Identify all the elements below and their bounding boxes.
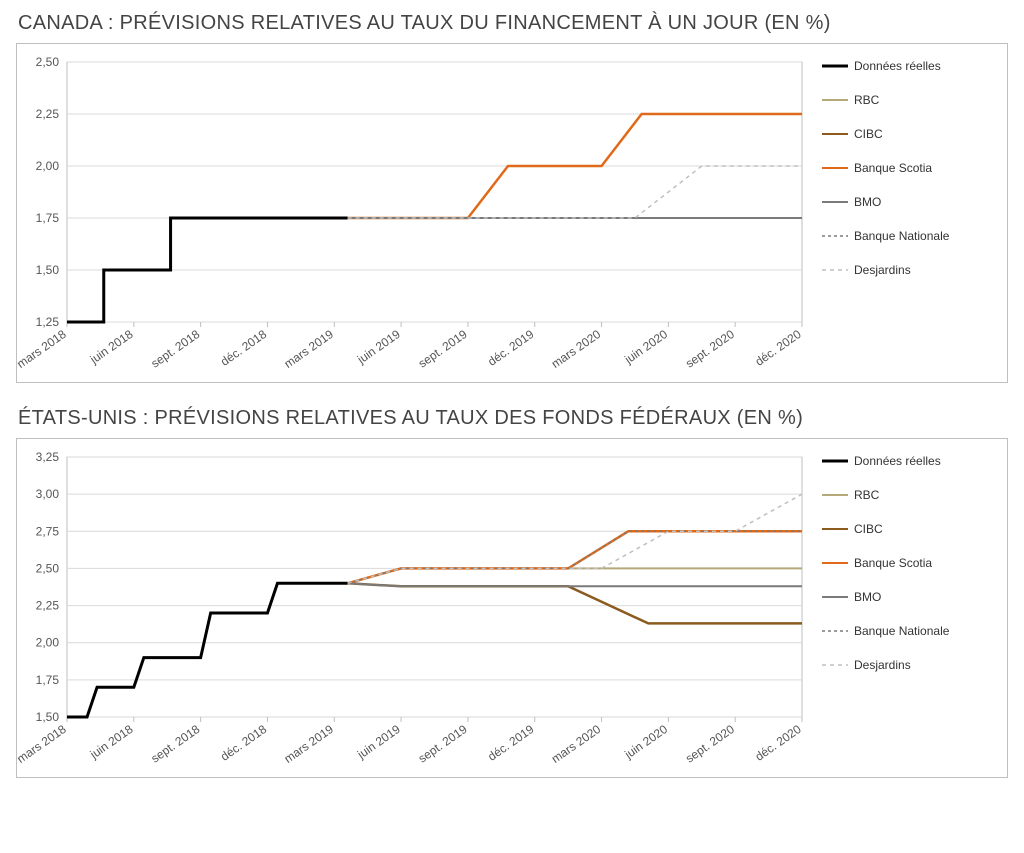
page: CANADA : PRÉVISIONS RELATIVES AU TAUX DU… bbox=[0, 0, 1024, 822]
y-tick-label: 2,00 bbox=[36, 636, 60, 650]
y-tick-label: 3,25 bbox=[36, 450, 60, 464]
x-tick-label: juin 2019 bbox=[354, 327, 403, 367]
x-tick-label: juin 2020 bbox=[621, 722, 670, 762]
chart-block-us: ÉTATS-UNIS : PRÉVISIONS RELATIVES AU TAU… bbox=[16, 407, 1008, 778]
x-tick-label: déc. 2019 bbox=[485, 722, 536, 764]
legend-label: Banque Nationale bbox=[854, 624, 950, 638]
x-tick-label: sept. 2020 bbox=[683, 327, 737, 371]
x-tick-label: mars 2020 bbox=[549, 722, 604, 766]
legend-label: BMO bbox=[854, 195, 881, 209]
chart-title-canada: CANADA : PRÉVISIONS RELATIVES AU TAUX DU… bbox=[18, 12, 1008, 35]
x-tick-label: déc. 2018 bbox=[218, 327, 269, 369]
legend-label: CIBC bbox=[854, 522, 883, 536]
y-tick-label: 2,25 bbox=[36, 107, 60, 121]
plot-area bbox=[67, 62, 802, 322]
x-tick-label: juin 2019 bbox=[354, 722, 403, 762]
x-tick-label: sept. 2019 bbox=[416, 722, 470, 766]
chart-title-us: ÉTATS-UNIS : PRÉVISIONS RELATIVES AU TAU… bbox=[18, 407, 1008, 430]
y-tick-label: 1,25 bbox=[36, 315, 60, 329]
x-tick-label: juin 2020 bbox=[621, 327, 670, 367]
y-tick-label: 2,50 bbox=[36, 55, 60, 69]
legend-label: RBC bbox=[854, 93, 880, 107]
y-tick-label: 1,75 bbox=[36, 673, 60, 687]
y-tick-label: 1,50 bbox=[36, 710, 60, 724]
x-tick-label: sept. 2018 bbox=[148, 722, 202, 766]
x-tick-label: juin 2018 bbox=[87, 722, 136, 762]
x-tick-label: sept. 2019 bbox=[416, 327, 470, 371]
x-tick-label: mars 2018 bbox=[17, 327, 69, 371]
legend-label: Données réelles bbox=[854, 59, 941, 73]
x-tick-label: mars 2019 bbox=[282, 722, 337, 766]
legend-label: Desjardins bbox=[854, 658, 911, 672]
y-tick-label: 1,50 bbox=[36, 263, 60, 277]
y-tick-label: 2,00 bbox=[36, 159, 60, 173]
x-tick-label: juin 2018 bbox=[87, 327, 136, 367]
chart-svg-us: 1,50 1,75 2,00 2,25 2,50 2,75 3,00 3,25 mars 201… bbox=[17, 439, 1009, 779]
y-tick-label: 2,25 bbox=[36, 599, 60, 613]
chart-frame-us: 1,50 1,75 2,00 2,25 2,50 2,75 3,00 3,25 mars 201… bbox=[16, 438, 1008, 778]
x-tick-label: mars 2020 bbox=[549, 327, 604, 371]
legend-label: Desjardins bbox=[854, 263, 911, 277]
y-tick-label: 1,75 bbox=[36, 211, 60, 225]
x-tick-label: mars 2018 bbox=[17, 722, 69, 766]
chart-block-canada: CANADA : PRÉVISIONS RELATIVES AU TAUX DU… bbox=[16, 12, 1008, 383]
legend-label: Banque Nationale bbox=[854, 229, 950, 243]
chart-frame-canada: 1,25 1,50 1,75 2,00 2,25 2,50 mars 2018 juin 20… bbox=[16, 43, 1008, 383]
chart-svg-canada: 1,25 1,50 1,75 2,00 2,25 2,50 mars 2018 juin 20… bbox=[17, 44, 1009, 384]
x-tick-label: déc. 2018 bbox=[218, 722, 269, 764]
legend-label: Données réelles bbox=[854, 454, 941, 468]
y-tick-label: 3,00 bbox=[36, 487, 60, 501]
x-tick-label: sept. 2018 bbox=[148, 327, 202, 371]
legend-label: Banque Scotia bbox=[854, 161, 932, 175]
x-tick-label: mars 2019 bbox=[282, 327, 337, 371]
legend-label: Banque Scotia bbox=[854, 556, 932, 570]
x-tick-label: déc. 2019 bbox=[485, 327, 536, 369]
y-tick-label: 2,50 bbox=[36, 561, 60, 575]
legend-label: RBC bbox=[854, 488, 880, 502]
x-tick-label: sept. 2020 bbox=[683, 722, 737, 766]
legend-label: CIBC bbox=[854, 127, 883, 141]
y-tick-label: 2,75 bbox=[36, 524, 60, 538]
legend-label: BMO bbox=[854, 590, 881, 604]
x-tick-label: déc. 2020 bbox=[753, 722, 804, 764]
x-tick-label: déc. 2020 bbox=[753, 327, 804, 369]
